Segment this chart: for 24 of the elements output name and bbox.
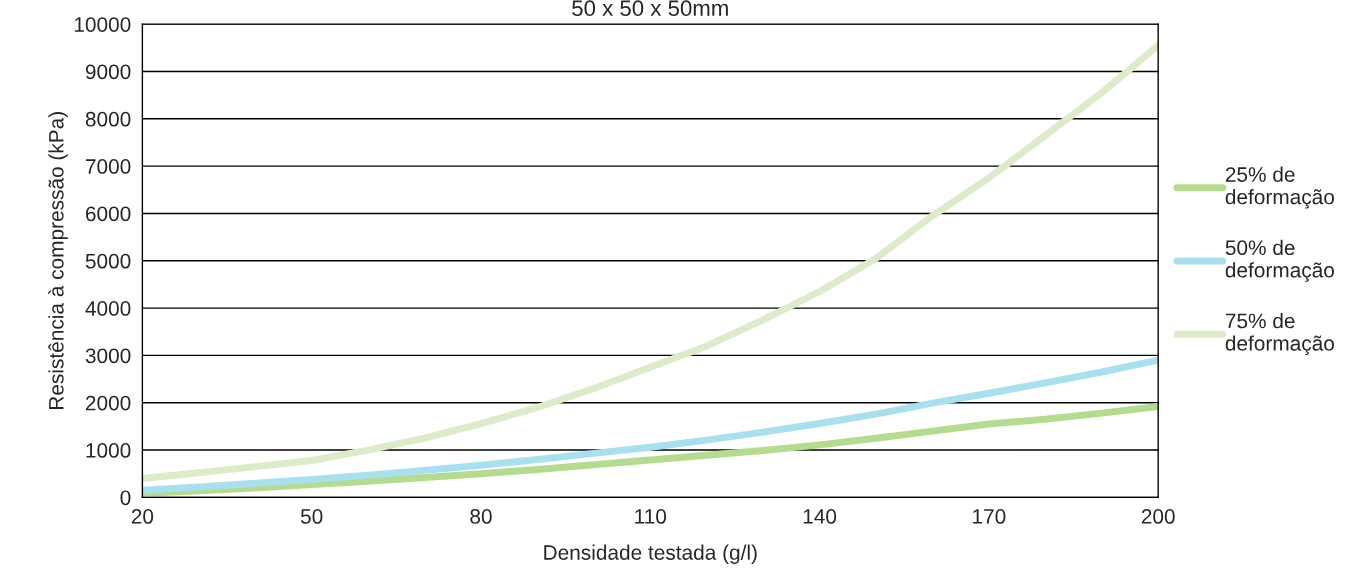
y-tick-label: 5000 bbox=[85, 253, 131, 269]
chart-title: 50 x 50 x 50mm bbox=[572, 0, 728, 17]
y-tick-label: 9000 bbox=[85, 64, 131, 80]
y-tick-label: 1000 bbox=[86, 443, 131, 458]
x-tick-label: 50 bbox=[300, 509, 323, 524]
y-tick-label: 7000 bbox=[85, 159, 131, 174]
legend-label: 50% de deformação bbox=[1225, 239, 1334, 282]
y-tick-label: 0 bbox=[120, 490, 131, 506]
y-axis-title: Resistência à compressão (kPa) bbox=[48, 112, 68, 409]
y-tick-label: 10000 bbox=[74, 17, 131, 32]
y-tick-label: 3000 bbox=[85, 348, 131, 364]
x-tick-label: 140 bbox=[803, 509, 837, 524]
y-tick-label: 8000 bbox=[85, 111, 131, 127]
legend-label: 75% de deformação bbox=[1225, 312, 1334, 355]
x-tick-label: 170 bbox=[973, 509, 1006, 524]
x-axis-title: Densidade testada (g/l) bbox=[544, 544, 757, 564]
y-tick-label: 2000 bbox=[85, 395, 131, 411]
y-tick-label: 4000 bbox=[85, 301, 131, 316]
legend-label: 25% de deformação bbox=[1225, 166, 1334, 209]
x-tick-label: 110 bbox=[635, 509, 667, 524]
y-tick-label: 6000 bbox=[85, 206, 131, 222]
x-tick-label: 200 bbox=[1141, 509, 1175, 524]
x-tick-label: 80 bbox=[470, 509, 492, 524]
x-tick-label: 20 bbox=[131, 509, 154, 524]
